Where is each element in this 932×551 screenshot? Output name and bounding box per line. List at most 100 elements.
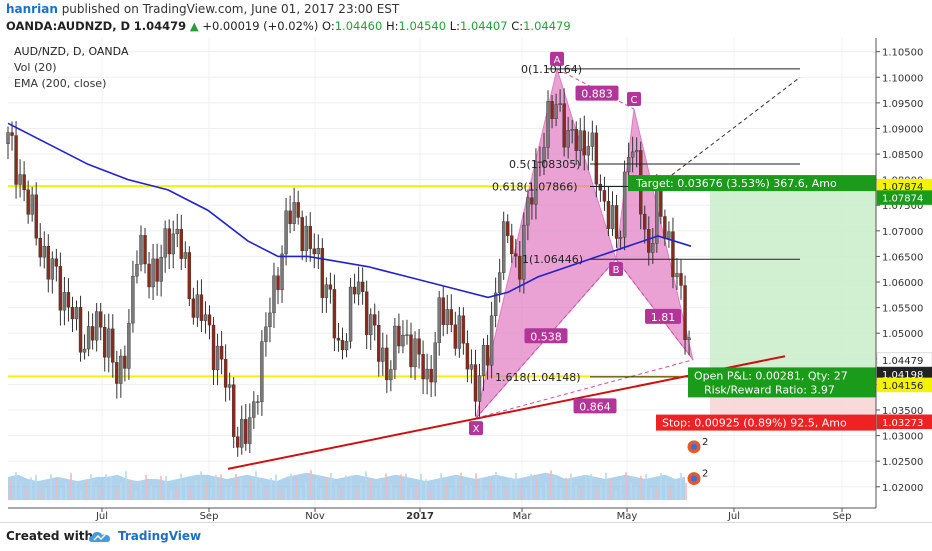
candle-body [578, 130, 582, 151]
volume-bar [210, 487, 212, 500]
candle-body [425, 368, 429, 380]
pattern-point-badge [627, 92, 641, 107]
price-chart[interactable]: 0(1.10164) 0.5(1.08305) 0.618(1.07866) 1(1.… [0, 36, 932, 522]
candle-body [336, 337, 341, 341]
volume-bar [530, 474, 532, 500]
volume-bar [575, 485, 577, 500]
time-tick-label: Sep [200, 511, 219, 522]
price-change: +0.00019 (+0.02%) [202, 19, 319, 33]
candle-body [389, 369, 393, 381]
volume-bar [285, 488, 287, 500]
volume-bar [345, 475, 347, 500]
symbol-label: OANDA:AUDNZD, D [6, 19, 131, 33]
candle-body [34, 194, 38, 239]
candle-body [288, 210, 292, 224]
volume-bar [270, 477, 272, 500]
profit-zone [710, 186, 878, 377]
volume-bar [680, 473, 682, 500]
volume-bar [180, 473, 182, 500]
candle-body [433, 342, 437, 383]
candle-body [683, 285, 687, 340]
volume-bar [565, 477, 567, 500]
ema-200-line [7, 122, 692, 299]
price-badge-label: 1.04156 [882, 381, 923, 392]
volume-bar [220, 474, 222, 500]
volume-bar [130, 481, 132, 500]
volume-bar [105, 474, 107, 500]
legend-symbol[interactable]: AUD/NZD, D, OANDA [14, 45, 129, 58]
volume-bar [75, 482, 77, 500]
volume-bar [625, 472, 627, 500]
pattern-point-label: A [554, 55, 561, 66]
candle-body [626, 157, 631, 173]
volume-bar [385, 473, 387, 500]
fib-levels[interactable]: 0(1.10164) 0.5(1.08305) 0.618(1.07866) 1(1.… [492, 63, 801, 384]
volume-bar [300, 487, 302, 500]
open-value: 1.04460 [334, 19, 383, 33]
price-tick-label: 1.09500 [882, 99, 923, 110]
price-tick-label: 1.05000 [882, 329, 923, 340]
volume-bar [70, 473, 72, 500]
candle-body [687, 337, 691, 340]
pattern-point-label: X [473, 424, 480, 435]
price-tick-label: 1.07000 [882, 227, 923, 238]
candle-body [348, 286, 353, 342]
price-badge [876, 352, 932, 368]
footer: Created with TradingView [0, 522, 932, 551]
event-count: 2 [702, 469, 708, 480]
economic-event-icon-center [691, 475, 697, 482]
candle-body [14, 135, 18, 185]
candle-body [70, 307, 75, 320]
time-tick-label: Jul [727, 511, 740, 522]
volume-bar [525, 487, 527, 500]
volume-bar [295, 476, 297, 500]
price-axis-background [876, 38, 932, 508]
candle-body [227, 384, 232, 388]
pnl-label-bg [688, 367, 876, 398]
volume-bar [40, 488, 42, 500]
volume-bar [135, 489, 137, 500]
volume-bar [165, 476, 167, 500]
volume-bar [610, 479, 612, 500]
author-name[interactable]: hanrian [6, 2, 58, 16]
candle-body [179, 228, 183, 259]
candle-body [530, 197, 534, 205]
candle-body [42, 246, 46, 258]
volume-bar [310, 470, 312, 500]
candle-body [139, 235, 143, 265]
volume-bar [605, 472, 607, 500]
candle-body [167, 228, 171, 255]
legend-ema[interactable]: EMA (200, close) [14, 77, 107, 90]
candle-body [171, 233, 175, 255]
volume-bar [200, 471, 202, 500]
candle-body [594, 132, 599, 185]
fib-level-label: 0.618(1.07866) [492, 181, 578, 194]
event-icons[interactable]: 22 [686, 437, 708, 487]
pattern-point-label: C [631, 95, 638, 106]
volume-bar [620, 480, 622, 500]
candle-body [292, 202, 296, 224]
volume-bar [655, 486, 657, 500]
time-axis[interactable]: Jul Sep Nov 2017 Mar May Jul Sep [8, 507, 876, 522]
volume-bar [590, 473, 592, 500]
price-axis[interactable]: 1.105001.100001.095001.090001.085001.080… [875, 38, 932, 508]
candle-body [215, 345, 220, 371]
candle-body [203, 314, 208, 321]
candle-body [538, 161, 542, 163]
tradingview-brand[interactable]: TradingView [118, 529, 202, 543]
candle-body [385, 347, 389, 381]
candle-body [481, 345, 486, 376]
candle-body [260, 341, 264, 402]
candle-body [457, 315, 462, 349]
position-labels: Target: 0.03676 (3.53%) 367.6, Amo Open P… [628, 175, 876, 431]
candle-body [655, 188, 659, 244]
candle-body [10, 132, 14, 136]
volume-bar [290, 473, 292, 500]
low-label: L: [449, 19, 460, 33]
candle-body [630, 151, 635, 158]
candle-body [155, 258, 159, 282]
legend-volume[interactable]: Vol (20) [14, 61, 57, 74]
candle-body [22, 174, 26, 191]
candle-body [647, 229, 651, 253]
volume-bar [470, 485, 472, 500]
